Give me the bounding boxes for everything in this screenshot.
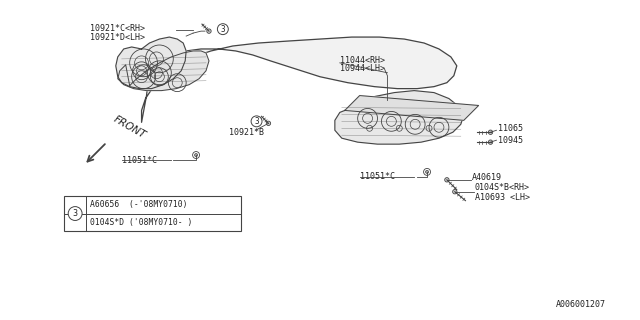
Text: FRONT: FRONT xyxy=(112,114,148,140)
Polygon shape xyxy=(345,96,479,120)
Text: A10693 <LH>: A10693 <LH> xyxy=(475,193,530,202)
Text: 10921*B: 10921*B xyxy=(228,128,264,137)
Text: 10921*C<RH>: 10921*C<RH> xyxy=(90,24,145,33)
Text: 11051*C: 11051*C xyxy=(122,156,157,164)
Text: 10944<LH>: 10944<LH> xyxy=(340,64,385,73)
Polygon shape xyxy=(116,37,186,89)
Circle shape xyxy=(488,130,493,134)
Bar xyxy=(64,196,241,231)
Text: 3: 3 xyxy=(221,25,225,34)
Circle shape xyxy=(445,178,449,182)
Polygon shape xyxy=(118,51,209,91)
Circle shape xyxy=(488,140,493,144)
Text: 3: 3 xyxy=(254,117,259,126)
Circle shape xyxy=(452,189,457,194)
Text: 11044<RH>: 11044<RH> xyxy=(340,56,385,65)
Circle shape xyxy=(424,168,431,175)
Circle shape xyxy=(195,154,198,156)
Circle shape xyxy=(218,24,228,35)
Text: 0104S*B<RH>: 0104S*B<RH> xyxy=(475,183,530,192)
Circle shape xyxy=(426,171,429,173)
Text: 0104S*D ('08MY0710- ): 0104S*D ('08MY0710- ) xyxy=(90,218,193,227)
Circle shape xyxy=(251,116,262,127)
Circle shape xyxy=(68,207,82,220)
Polygon shape xyxy=(141,37,457,122)
Text: 3: 3 xyxy=(73,209,77,218)
Circle shape xyxy=(193,152,200,158)
Text: 11065: 11065 xyxy=(499,124,524,133)
Text: A40619: A40619 xyxy=(472,173,502,182)
Circle shape xyxy=(207,29,211,33)
Text: A60656  (-'08MY0710): A60656 (-'08MY0710) xyxy=(90,200,188,209)
Text: 10921*D<LH>: 10921*D<LH> xyxy=(90,33,145,42)
Text: 10945: 10945 xyxy=(499,136,524,145)
Circle shape xyxy=(266,121,271,125)
Text: A006001207: A006001207 xyxy=(556,300,605,309)
Polygon shape xyxy=(335,91,464,144)
Text: 11051*C: 11051*C xyxy=(360,172,395,181)
